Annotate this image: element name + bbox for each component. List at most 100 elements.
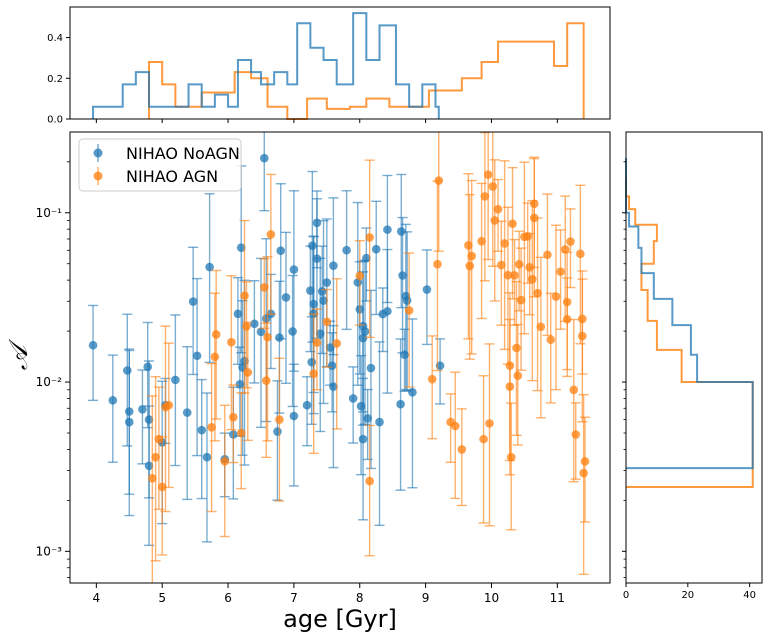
- agn-point: [242, 321, 253, 442]
- agn-point: [228, 384, 239, 464]
- agn-marker: [434, 176, 444, 185]
- agn-marker: [275, 415, 284, 424]
- agn-marker: [151, 452, 160, 462]
- agn-marker: [514, 260, 524, 269]
- right-x-tick-label: 40: [743, 590, 756, 601]
- top-histogram-noagn: [92, 12, 440, 119]
- agn-marker: [527, 274, 537, 284]
- agn-marker: [508, 219, 517, 228]
- agn-point: [487, 132, 498, 267]
- agn-marker: [576, 249, 585, 259]
- agn-marker: [571, 430, 581, 439]
- right-histogram-noagn: [625, 158, 754, 470]
- noagn-point: [365, 289, 376, 470]
- agn-point: [308, 313, 319, 455]
- top-histogram: 0.0 0.2 0.4: [47, 6, 611, 126]
- agn-point: [506, 402, 517, 531]
- noagn-point: [396, 173, 407, 309]
- noagn-marker: [281, 293, 291, 302]
- series-agn: [147, 132, 590, 583]
- noagn-point: [182, 346, 193, 501]
- agn-marker: [512, 343, 521, 353]
- agn-marker: [516, 295, 526, 305]
- noagn-point: [382, 174, 393, 304]
- agn-marker: [236, 428, 246, 438]
- agn-marker: [243, 368, 253, 377]
- agn-point: [427, 335, 438, 440]
- agn-marker: [266, 230, 276, 239]
- agn-marker: [322, 317, 332, 327]
- agn-marker: [433, 259, 442, 269]
- agn-point: [163, 342, 174, 489]
- noagn-point: [259, 132, 270, 212]
- legend-agn-label: NIHAO AGN: [126, 167, 218, 186]
- noagn-marker: [144, 415, 154, 424]
- agn-marker: [220, 457, 230, 466]
- agn-point: [404, 252, 415, 388]
- noagn-marker: [375, 417, 384, 427]
- right-axes-frame: [625, 131, 763, 584]
- agn-marker: [479, 434, 488, 444]
- agn-marker: [404, 306, 414, 315]
- noagn-marker: [348, 394, 358, 403]
- noagn-marker: [289, 265, 299, 274]
- noagn-marker: [366, 363, 376, 373]
- agn-marker: [551, 292, 561, 301]
- agn-point: [502, 206, 513, 365]
- noagn-point: [122, 313, 133, 447]
- noagn-marker: [302, 400, 312, 410]
- agn-point: [466, 179, 477, 355]
- agn-point: [450, 371, 461, 500]
- noagn-marker: [233, 309, 243, 319]
- noagn-point: [124, 349, 135, 517]
- agn-point: [364, 424, 375, 557]
- agn-point: [311, 308, 322, 391]
- agn-marker: [465, 261, 475, 271]
- noagn-marker: [319, 296, 328, 305]
- noagn-marker: [383, 225, 392, 234]
- agn-point: [331, 278, 342, 430]
- agn-point: [209, 292, 220, 442]
- top-y-tick-label: 0.0: [47, 115, 63, 126]
- agn-marker: [579, 468, 588, 478]
- legend: NIHAO NoAGN NIHAO AGN: [78, 138, 242, 192]
- noagn-marker: [383, 306, 392, 316]
- noagn-marker: [422, 285, 432, 294]
- agn-point: [551, 224, 561, 391]
- right-x-tick-label: 20: [681, 590, 694, 601]
- noagn-marker: [288, 327, 297, 336]
- agn-marker: [543, 250, 552, 260]
- noagn-marker: [256, 327, 266, 337]
- agn-point: [262, 256, 273, 442]
- agn-point: [150, 375, 161, 562]
- agn-marker: [312, 338, 322, 347]
- agn-marker: [546, 335, 556, 344]
- noagn-point: [170, 314, 181, 467]
- noagn-marker: [329, 261, 338, 270]
- agn-marker: [365, 233, 374, 242]
- agn-marker: [427, 374, 437, 384]
- agn-marker: [480, 192, 490, 201]
- data-points: [88, 132, 590, 583]
- agn-point: [259, 258, 270, 330]
- agn-marker: [505, 382, 515, 391]
- agn-marker: [506, 452, 516, 462]
- top-axes-frame: [69, 6, 611, 120]
- noagn-marker: [273, 427, 282, 436]
- noagn-marker: [236, 243, 246, 252]
- agn-marker: [229, 412, 238, 422]
- x-tick-label: 7: [290, 591, 298, 605]
- agn-point: [511, 280, 522, 437]
- agn-point: [354, 239, 365, 326]
- noagn-point: [107, 354, 118, 463]
- noagn-marker: [171, 375, 180, 385]
- noagn-marker: [342, 245, 351, 255]
- agn-point: [219, 404, 230, 538]
- agn-point: [432, 180, 443, 372]
- y-tick-label: 10⁻¹: [36, 206, 63, 220]
- y-axis-ticks: 10⁻³ 10⁻² 10⁻¹: [36, 161, 70, 578]
- noagn-point: [327, 332, 338, 413]
- noagn-marker: [356, 401, 366, 411]
- agn-point: [226, 275, 237, 431]
- x-axis-ticks: 4 5 6 7 8 9 10 11: [93, 583, 565, 605]
